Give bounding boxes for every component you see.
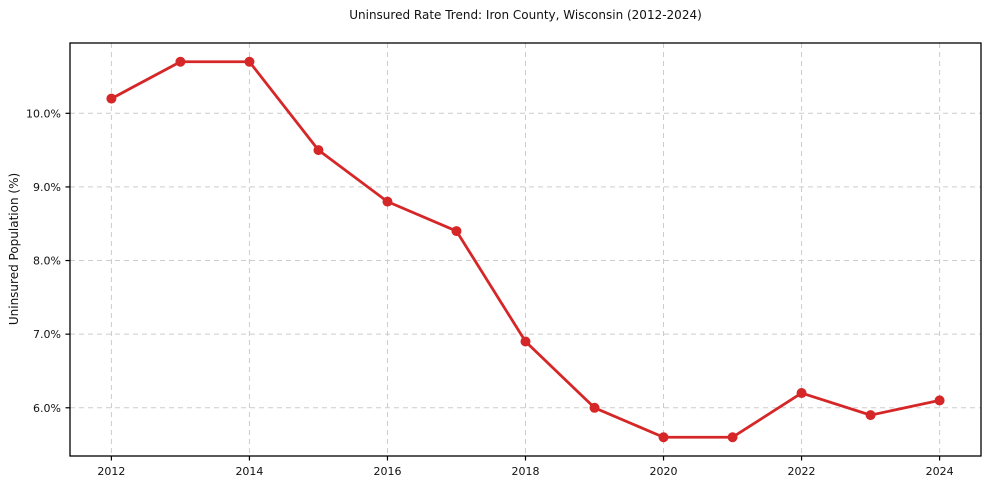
- data-point-2024: [934, 395, 945, 406]
- data-point-2023: [865, 410, 876, 421]
- data-point-2015: [313, 145, 324, 156]
- x-tick-label: 2022: [788, 465, 816, 478]
- x-tick-label: 2012: [97, 465, 125, 478]
- data-point-2022: [796, 388, 807, 399]
- data-point-2016: [382, 196, 393, 207]
- x-tick-label: 2016: [373, 465, 401, 478]
- x-tick-label: 2014: [235, 465, 263, 478]
- y-tick-label: 9.0%: [33, 181, 61, 194]
- data-point-2012: [106, 93, 117, 104]
- data-point-2014: [244, 56, 255, 67]
- data-point-2013: [175, 56, 186, 67]
- x-tick-label: 2020: [650, 465, 678, 478]
- data-point-2020: [658, 432, 669, 443]
- y-tick-label: 6.0%: [33, 402, 61, 415]
- data-point-2017: [451, 226, 462, 237]
- chart-title: Uninsured Rate Trend: Iron County, Wisco…: [349, 8, 702, 22]
- data-point-2021: [727, 432, 738, 443]
- x-tick-label: 2018: [512, 465, 540, 478]
- y-tick-label: 8.0%: [33, 255, 61, 268]
- data-point-2019: [589, 402, 600, 413]
- x-tick-label: 2024: [926, 465, 954, 478]
- y-tick-label: 7.0%: [33, 328, 61, 341]
- y-tick-label: 10.0%: [26, 107, 61, 120]
- data-point-2018: [520, 336, 531, 347]
